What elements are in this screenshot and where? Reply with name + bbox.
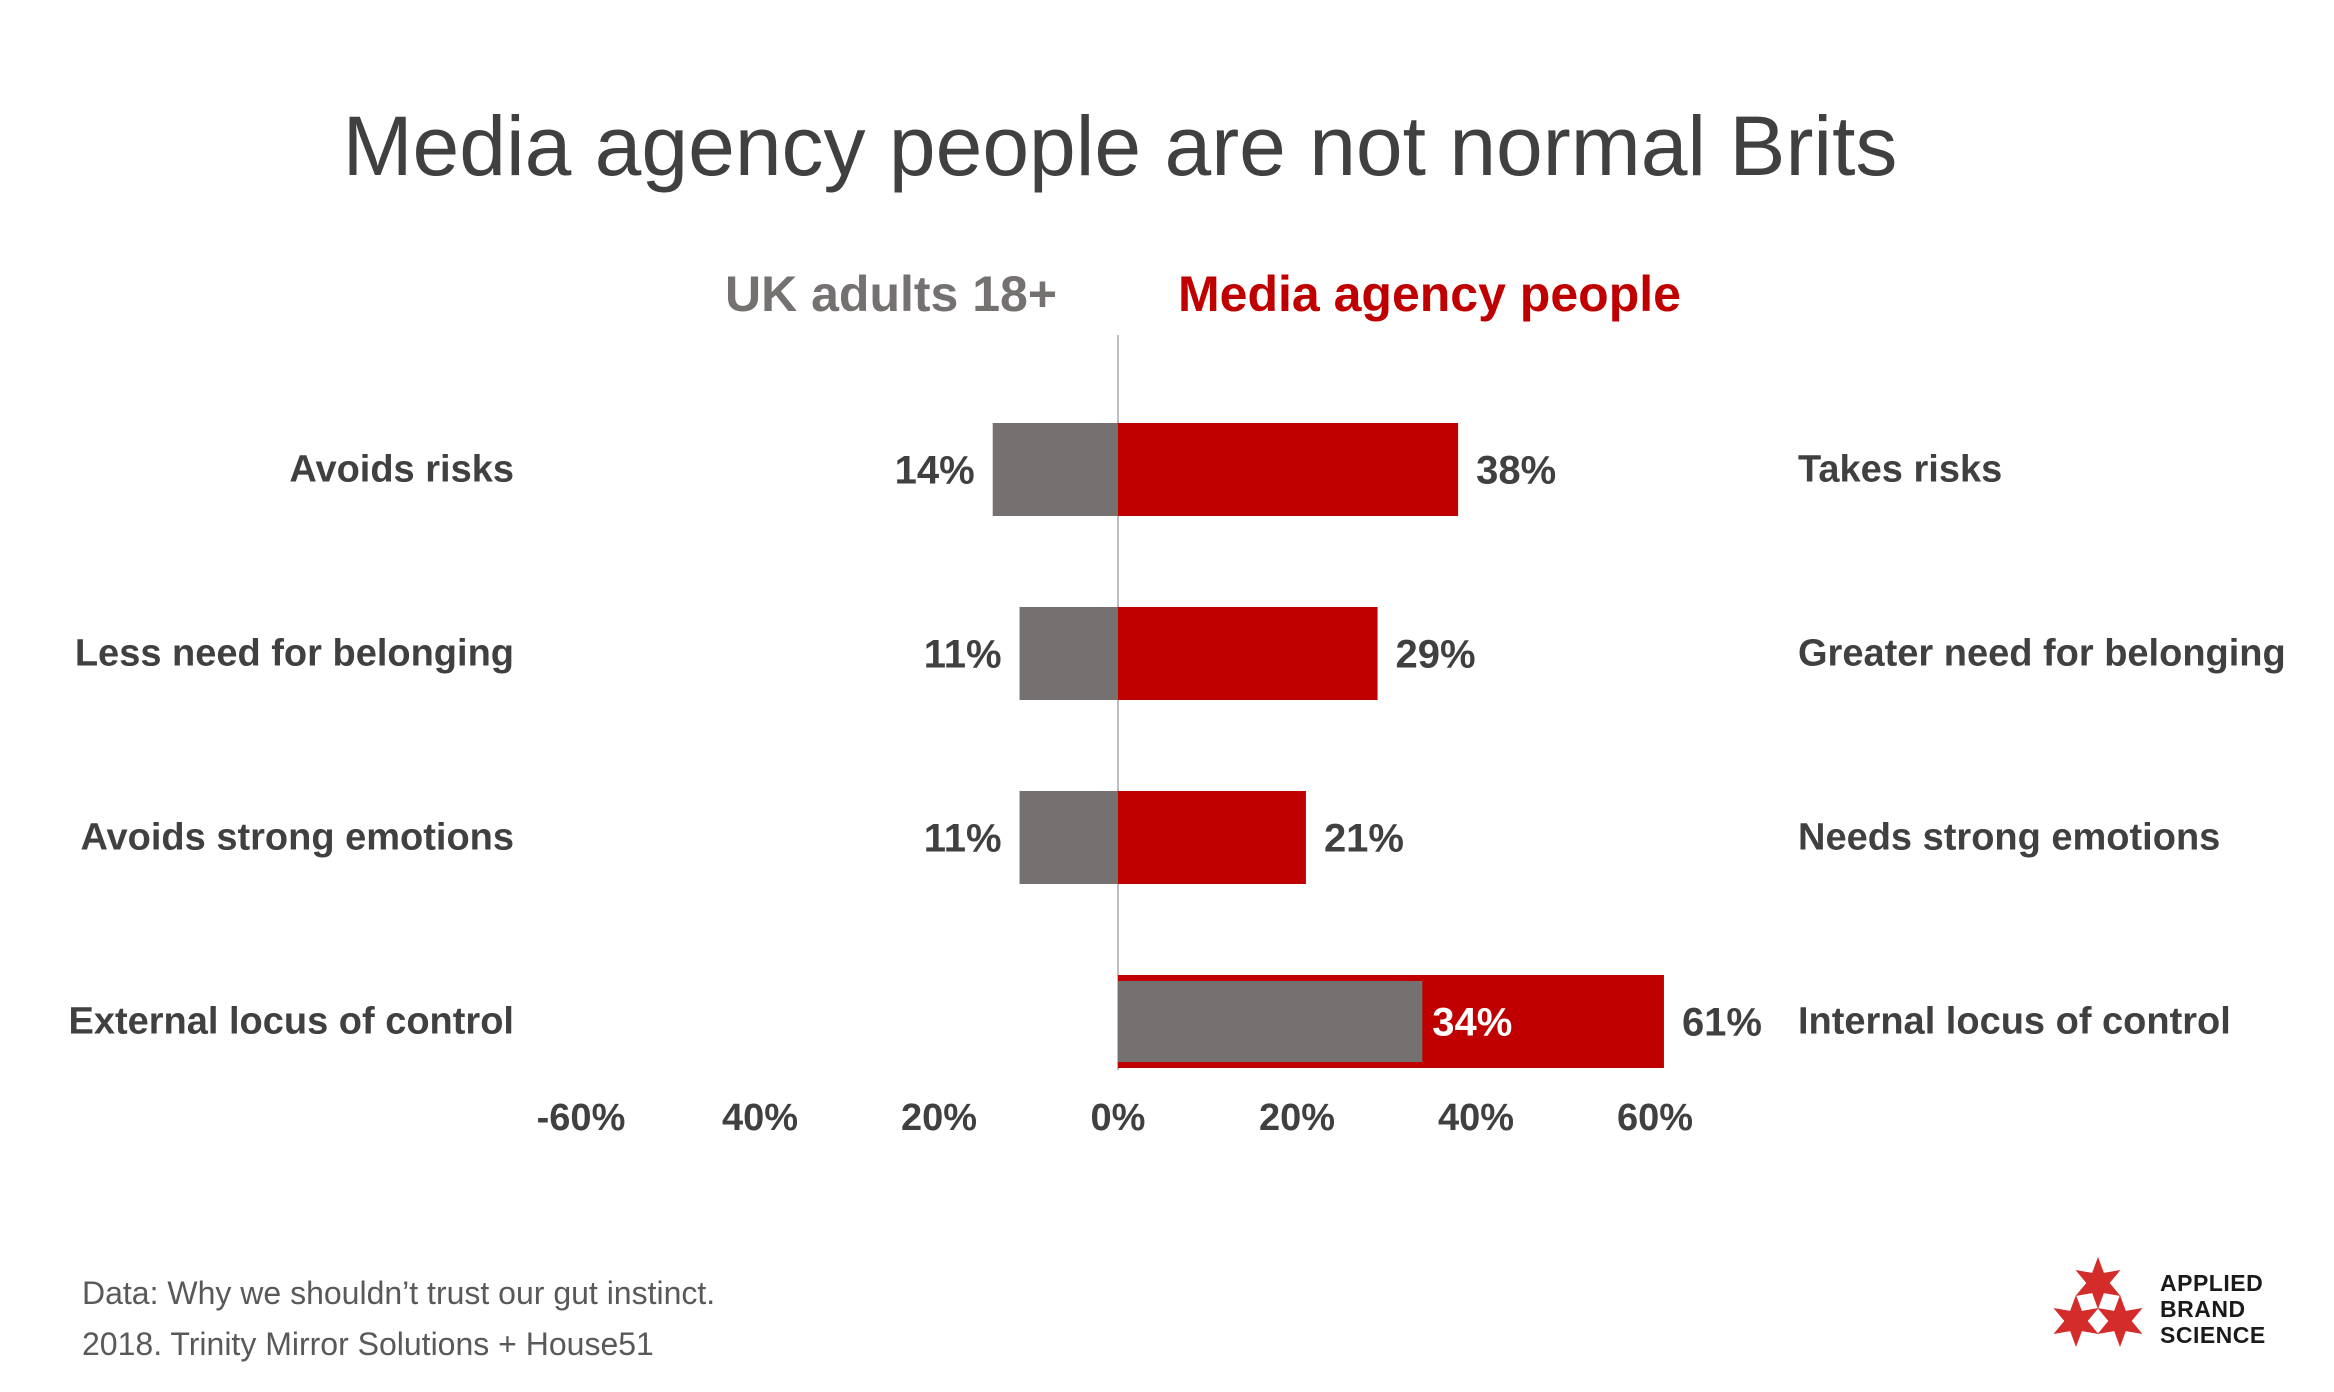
x-tick-label-2: 20% — [901, 1097, 977, 1139]
legend-uk-adults: UK adults 18+ — [725, 266, 1058, 322]
logo-text: APPLIED BRAND SCIENCE — [2160, 1270, 2266, 1348]
uk-bar-3 — [1118, 981, 1423, 1062]
logo-line-2: BRAND — [2160, 1296, 2246, 1322]
logo-star-right — [2097, 1295, 2143, 1347]
star-logo-icon — [2053, 1257, 2143, 1347]
source-line-2: 2018. Trinity Mirror Solutions + House51 — [82, 1326, 654, 1362]
uk-value-label-1: 11% — [924, 633, 1002, 677]
legend-media-agency: Media agency people — [1178, 266, 1681, 322]
media-value-label-0: 38% — [1476, 449, 1556, 493]
uk-value-label-3: 34% — [1432, 1001, 1512, 1045]
uk-bar-2 — [1019, 791, 1118, 884]
media-bar-2 — [1118, 791, 1306, 884]
category-right-label-2: Needs strong emotions — [1798, 817, 2220, 859]
media-bar-0 — [1118, 423, 1459, 516]
chart-title: Media agency people are not normal Brits — [342, 99, 1898, 193]
category-left-label-2: Avoids strong emotions — [80, 817, 514, 859]
uk-bar-1 — [1019, 607, 1118, 700]
category-left-label-0: Avoids risks — [289, 449, 514, 491]
category-right-label-1: Greater need for belonging — [1798, 633, 2286, 675]
logo-line-3: SCIENCE — [2160, 1322, 2266, 1348]
media-value-label-3: 61% — [1682, 1001, 1762, 1045]
media-bar-1 — [1118, 607, 1378, 700]
uk-value-label-2: 11% — [924, 817, 1002, 861]
category-right-label-0: Takes risks — [1798, 449, 2002, 491]
x-tick-label-1: 40% — [722, 1097, 798, 1139]
x-tick-label-5: 40% — [1438, 1097, 1514, 1139]
logo-star-top — [2075, 1257, 2121, 1309]
category-right-label-3: Internal locus of control — [1798, 1001, 2231, 1043]
x-tick-label-4: 20% — [1259, 1097, 1335, 1139]
logo-line-1: APPLIED — [2160, 1270, 2264, 1296]
source-note: Data: Why we shouldn’t trust our gut ins… — [82, 1268, 715, 1370]
x-tick-label-0: -60% — [537, 1097, 626, 1139]
uk-bar-0 — [992, 423, 1118, 516]
uk-value-label-0: 14% — [895, 449, 975, 493]
category-left-label-1: Less need for belonging — [75, 633, 514, 675]
x-tick-label-6: 60% — [1617, 1097, 1693, 1139]
category-left-label-3: External locus of control — [68, 1001, 514, 1043]
media-value-label-2: 21% — [1324, 817, 1404, 861]
media-value-label-1: 29% — [1396, 633, 1476, 677]
source-line-1: Data: Why we shouldn’t trust our gut ins… — [82, 1275, 716, 1311]
x-tick-label-3: 0% — [1091, 1097, 1146, 1139]
logo-star-left — [2053, 1295, 2099, 1347]
